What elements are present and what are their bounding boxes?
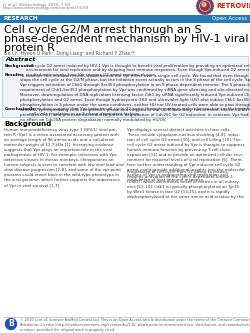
Text: Background:: Background:	[5, 64, 36, 68]
Circle shape	[210, 9, 212, 11]
Text: Progression of cell cycle from G2 phase to mitosis
requires activation of the cy: Progression of cell cycle from G2 phase …	[127, 170, 244, 199]
Text: To examine this initiation event, we measured the Vpr effect over a single cell : To examine this initiation event, we mea…	[20, 74, 250, 122]
Circle shape	[211, 7, 213, 9]
Circle shape	[197, 5, 199, 7]
Circle shape	[210, 1, 212, 3]
Text: © 2010 Li et al; licensee BioMed Central Ltd. This is an Open Access article dis: © 2010 Li et al; licensee BioMed Central…	[20, 318, 250, 332]
Text: Human immunodeficiency virus type 1 (HIV-1) viral pro-
tein R (Vpr) is a virion-: Human immunodeficiency virus type 1 (HIV…	[4, 128, 124, 187]
Text: Cell cycle G2 arrest induced by HIV-1 Vpr is thought to benefit viral proliferat: Cell cycle G2 arrest induced by HIV-1 Vp…	[26, 64, 250, 77]
Text: http://www.retrovirology.com/content/7/1/59: http://www.retrovirology.com/content/7/1…	[3, 7, 89, 11]
Text: Background: Background	[4, 121, 51, 127]
Text: Abstract: Abstract	[5, 57, 35, 62]
Text: Open Access: Open Access	[212, 16, 247, 21]
Text: RESEARCH: RESEARCH	[4, 16, 39, 21]
Text: Conclusions:: Conclusions:	[5, 107, 36, 111]
Text: RETROVIROLOGY: RETROVIROLOGY	[216, 3, 250, 9]
Text: These data suggest that Vpr induces cell cycle G2 arrest through a unique molecu: These data suggest that Vpr induces cell…	[29, 107, 250, 116]
Circle shape	[200, 0, 202, 1]
Circle shape	[206, 12, 208, 14]
Circle shape	[204, 12, 206, 14]
Text: Li et al. Retrovirology 2010, 7:59: Li et al. Retrovirology 2010, 7:59	[3, 3, 70, 7]
Bar	[0, 15, 250, 23]
Text: phase-dependent mechanism by HIV-1 viral: phase-dependent mechanism by HIV-1 viral	[4, 34, 248, 44]
Circle shape	[200, 2, 209, 11]
Text: Ge Li¹, Hyeon U Park¹, Dong Liang¹ and Richard Y Zhao¹*: Ge Li¹, Hyeon U Park¹, Dong Liang¹ and R…	[4, 51, 134, 56]
Text: Results:: Results:	[5, 74, 24, 78]
Text: protein R: protein R	[4, 43, 55, 53]
Circle shape	[208, 0, 210, 1]
Circle shape	[198, 9, 200, 11]
Circle shape	[202, 12, 204, 14]
Circle shape	[197, 3, 199, 5]
Circle shape	[211, 5, 213, 7]
Text: Cell cycle G2/M arrest through an S: Cell cycle G2/M arrest through an S	[4, 25, 202, 35]
Circle shape	[202, 3, 206, 7]
Circle shape	[211, 3, 213, 5]
Circle shape	[198, 1, 200, 3]
Circle shape	[197, 7, 199, 9]
Circle shape	[200, 11, 202, 13]
Circle shape	[208, 11, 210, 13]
Text: B: B	[8, 319, 14, 328]
Text: Vpr displays several distinct activities in host cells.
These include cytoplasm-: Vpr displays several distinct activities…	[127, 128, 245, 182]
FancyBboxPatch shape	[2, 56, 248, 117]
Circle shape	[6, 318, 16, 329]
Circle shape	[196, 0, 214, 15]
